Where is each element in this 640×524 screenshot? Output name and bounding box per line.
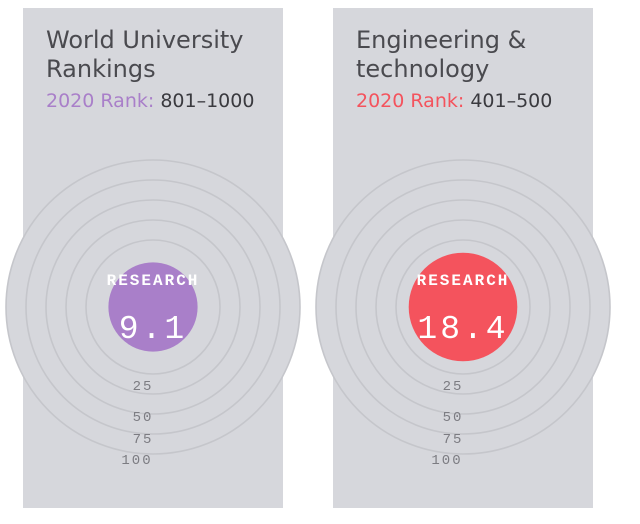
ranking-panel-world: World University Rankings 2020 Rank: 801… <box>5 8 301 508</box>
tick-label-25: 25 <box>443 379 464 395</box>
ring-50 <box>375 219 551 395</box>
tick-label-50: 50 <box>443 410 464 426</box>
tick-label-25: 25 <box>133 379 154 395</box>
score-circle <box>408 252 518 362</box>
rank-label: 2020 Rank: <box>46 90 155 112</box>
tick-label-100: 100 <box>121 453 152 469</box>
ring-100 <box>335 179 591 435</box>
panel-title-line-2: Rankings <box>46 55 156 83</box>
panel-title-line-1: Engineering & <box>356 26 527 54</box>
ring-75 <box>355 199 571 415</box>
tick-label-75: 75 <box>133 432 154 448</box>
panel-title: Engineering & technology <box>356 26 586 84</box>
ring-25 <box>395 239 531 375</box>
rank-line: 2020 Rank: 401–500 <box>356 90 552 112</box>
ring-100 <box>25 179 281 435</box>
tick-label-100: 100 <box>431 453 462 469</box>
ring-50 <box>65 219 241 395</box>
rank-value: 401–500 <box>470 90 553 112</box>
rank-line: 2020 Rank: 801–1000 <box>46 90 254 112</box>
rank-label: 2020 Rank: <box>356 90 465 112</box>
tick-label-75: 75 <box>443 432 464 448</box>
metric-value: 18.4 <box>417 311 508 348</box>
panel-title-line-1: World University <box>46 26 244 54</box>
score-target-chart: RESEARCH 18.4 25 50 75 100 <box>315 159 611 469</box>
rank-value: 801–1000 <box>160 90 255 112</box>
ranking-panel-engineering: Engineering & technology 2020 Rank: 401–… <box>315 8 611 508</box>
ring-25 <box>85 239 221 375</box>
score-circle <box>108 262 198 352</box>
metric-label: RESEARCH <box>107 272 200 290</box>
metric-value: 9.1 <box>119 311 187 348</box>
metric-label: RESEARCH <box>417 272 510 290</box>
panel-title-line-2: technology <box>356 55 490 83</box>
score-target-chart: RESEARCH 9.1 25 50 75 100 <box>5 159 301 469</box>
ring-75 <box>45 199 261 415</box>
tick-label-50: 50 <box>133 410 154 426</box>
panel-title: World University Rankings <box>46 26 276 84</box>
